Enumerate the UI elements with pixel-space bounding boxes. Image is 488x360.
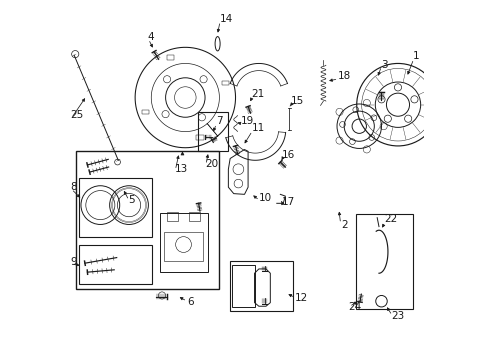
Text: 2: 2	[341, 220, 347, 230]
Text: 21: 21	[251, 89, 264, 99]
Text: 23: 23	[391, 311, 404, 321]
Text: 10: 10	[258, 193, 271, 203]
Text: 1: 1	[412, 51, 419, 61]
Text: 13: 13	[174, 164, 187, 174]
Text: 16: 16	[282, 150, 295, 160]
Bar	[79, 244, 152, 284]
Text: 24: 24	[348, 302, 361, 312]
Text: 12: 12	[294, 293, 307, 303]
Bar	[188, 212, 199, 221]
Text: 5: 5	[128, 195, 134, 205]
Bar	[79, 178, 152, 237]
Text: 4: 4	[147, 32, 154, 41]
Text: 8: 8	[70, 182, 77, 192]
Text: 22: 22	[384, 215, 397, 224]
Text: 15: 15	[290, 96, 304, 106]
Text: 6: 6	[187, 297, 193, 307]
Bar	[163, 232, 203, 261]
Bar	[230, 261, 292, 311]
Text: 19: 19	[241, 116, 254, 126]
Bar	[167, 212, 178, 221]
Text: 3: 3	[380, 60, 386, 70]
Bar	[76, 151, 219, 289]
Text: 25: 25	[70, 111, 83, 121]
Text: 11: 11	[251, 123, 264, 133]
Text: 17: 17	[282, 197, 295, 207]
Text: 7: 7	[215, 116, 222, 126]
Bar	[198, 112, 228, 151]
Text: 18: 18	[337, 71, 350, 81]
Bar	[355, 214, 412, 309]
Text: 9: 9	[70, 257, 77, 267]
Text: 14: 14	[219, 14, 232, 24]
Text: 20: 20	[204, 159, 218, 169]
